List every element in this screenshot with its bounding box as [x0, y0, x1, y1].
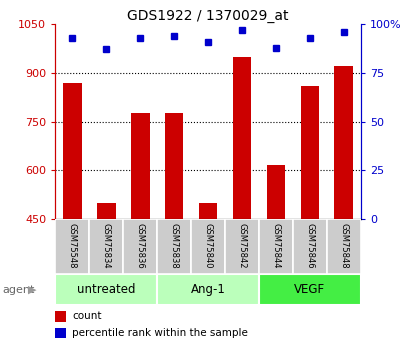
Bar [130, 114, 149, 219]
Text: Ang-1: Ang-1 [190, 283, 225, 296]
Text: GSM75846: GSM75846 [305, 223, 314, 268]
Text: ▶: ▶ [28, 285, 36, 295]
Text: GSM75840: GSM75840 [203, 223, 212, 268]
Text: GSM75548: GSM75548 [67, 223, 76, 268]
Bar [232, 57, 251, 219]
Text: agent: agent [2, 285, 34, 295]
Bar [198, 203, 217, 219]
Bar [225, 219, 258, 274]
Text: GSM75842: GSM75842 [237, 223, 246, 268]
Text: GSM75848: GSM75848 [339, 223, 348, 268]
Bar [55, 328, 66, 338]
Bar [258, 219, 292, 274]
Bar [55, 311, 66, 322]
Text: VEGF: VEGF [294, 283, 325, 296]
Text: untreated: untreated [77, 283, 135, 296]
Bar [266, 166, 285, 219]
Bar [157, 219, 191, 274]
Bar [55, 274, 157, 305]
Bar [191, 219, 225, 274]
Bar [292, 219, 326, 274]
Text: GSM75836: GSM75836 [135, 223, 144, 268]
Text: count: count [72, 312, 101, 321]
Bar [63, 82, 81, 219]
Text: GSM75834: GSM75834 [101, 223, 110, 268]
Text: GSM75844: GSM75844 [271, 223, 280, 268]
Bar [326, 219, 360, 274]
Bar [300, 86, 319, 219]
Bar [334, 66, 352, 219]
Bar [89, 219, 123, 274]
Bar [55, 219, 89, 274]
Text: GSM75838: GSM75838 [169, 223, 178, 268]
Bar [97, 203, 115, 219]
Bar [258, 274, 360, 305]
Bar [164, 114, 183, 219]
Bar [123, 219, 157, 274]
Bar [157, 274, 258, 305]
Text: percentile rank within the sample: percentile rank within the sample [72, 328, 247, 338]
Title: GDS1922 / 1370029_at: GDS1922 / 1370029_at [127, 9, 288, 23]
